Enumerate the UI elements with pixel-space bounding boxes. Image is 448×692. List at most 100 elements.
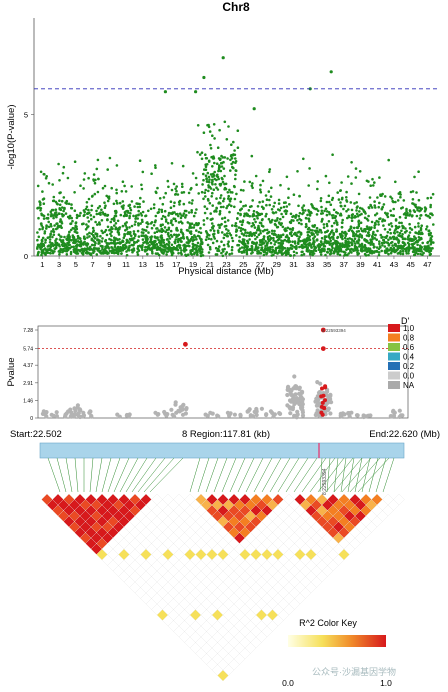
manhattan-point [389,237,393,240]
manhattan-point [98,221,101,224]
manhattan-point [140,214,144,217]
manhattan-x-tick-label: 41 [373,260,381,269]
manhattan-point [262,253,266,257]
regional-point [315,408,320,413]
manhattan-point [227,197,230,200]
manhattan-point [109,220,113,224]
manhattan-point [367,206,371,210]
manhattan-point [161,202,165,206]
manhattan-point [273,243,277,246]
manhattan-x-ticks: 1 3 5 7 9 11 13 15 17 19 21 23 25 27 29 31 33 35 37 39 41 43 4… [40,256,432,269]
manhattan-point [163,226,167,229]
manhattan-point [78,214,81,217]
manhattan-point [255,235,259,239]
manhattan-point [192,238,196,241]
regional-point [88,409,93,414]
manhattan-point [413,253,416,257]
manhattan-point [410,239,414,243]
regional-point [299,405,304,410]
manhattan-point [313,224,317,227]
manhattan-point [226,242,230,246]
manhattan-point [285,175,289,179]
manhattan-point [410,246,414,250]
regional-point [254,412,259,418]
manhattan-point [417,170,420,173]
manhattan-point [402,199,406,202]
manhattan-point [270,229,274,233]
manhattan-point [137,249,140,252]
manhattan-point [109,238,113,242]
legend-title: D' [401,316,409,326]
manhattan-point [74,221,78,225]
manhattan-point [328,200,331,204]
manhattan-point [339,247,342,251]
manhattan-point [90,232,93,236]
manhattan-point [219,194,223,197]
manhattan-point [103,201,106,204]
manhattan-point [108,156,112,160]
manhattan-point [355,209,358,212]
manhattan-point [204,163,207,166]
manhattan-point [180,249,183,252]
manhattan-point [291,240,294,243]
manhattan-point [178,203,181,206]
manhattan-point [181,221,184,225]
manhattan-point [397,244,400,248]
regional-point [215,413,220,418]
manhattan-point [176,229,179,232]
manhattan-point [150,226,154,230]
manhattan-point [193,244,196,247]
manhattan-point [406,238,410,241]
manhattan-point [311,253,314,257]
manhattan-point [125,240,129,243]
manhattan-point [202,131,206,134]
manhattan-point [417,225,420,228]
manhattan-point [330,235,334,239]
manhattan-point [297,237,301,241]
manhattan-point [195,183,198,186]
legend-swatch [388,343,400,351]
manhattan-point [131,250,134,254]
manhattan-point [216,188,220,191]
manhattan-point [190,202,194,205]
manhattan-point [90,195,94,198]
snp-link-line [245,457,264,493]
manhattan-point [85,201,89,204]
legend-label: 0.4 [403,353,415,362]
manhattan-point [222,199,225,203]
manhattan-point [112,202,116,206]
manhattan-point [327,220,331,223]
manhattan-point [183,250,186,253]
manhattan-point [251,186,254,190]
manhattan-point [230,236,234,240]
manhattan-point [229,169,232,172]
manhattan-point [366,250,370,253]
manhattan-point [370,252,374,255]
manhattan-point [355,201,359,204]
manhattan-point [417,232,421,236]
manhattan-point [424,213,428,217]
manhattan-point [222,160,225,164]
manhattan-point [350,242,354,246]
manhattan-point [122,236,126,240]
manhattan-point [100,208,103,212]
manhattan-point [178,246,181,249]
manhattan-point [286,249,290,252]
regional-point [288,411,293,416]
manhattan-point [159,235,162,239]
manhattan-point [281,225,285,229]
manhattan-point [429,205,432,209]
manhattan-point [408,209,412,212]
manhattan-point [344,234,348,237]
manhattan-point [239,188,243,192]
manhattan-point [200,252,203,255]
manhattan-point [58,203,62,207]
manhattan-point [137,235,141,238]
manhattan-point [106,225,110,229]
manhattan-point [363,216,367,220]
manhattan-point [209,143,212,147]
manhattan-point [362,245,366,249]
manhattan-point [52,233,56,236]
manhattan-point [127,204,130,207]
manhattan-point [143,240,147,244]
